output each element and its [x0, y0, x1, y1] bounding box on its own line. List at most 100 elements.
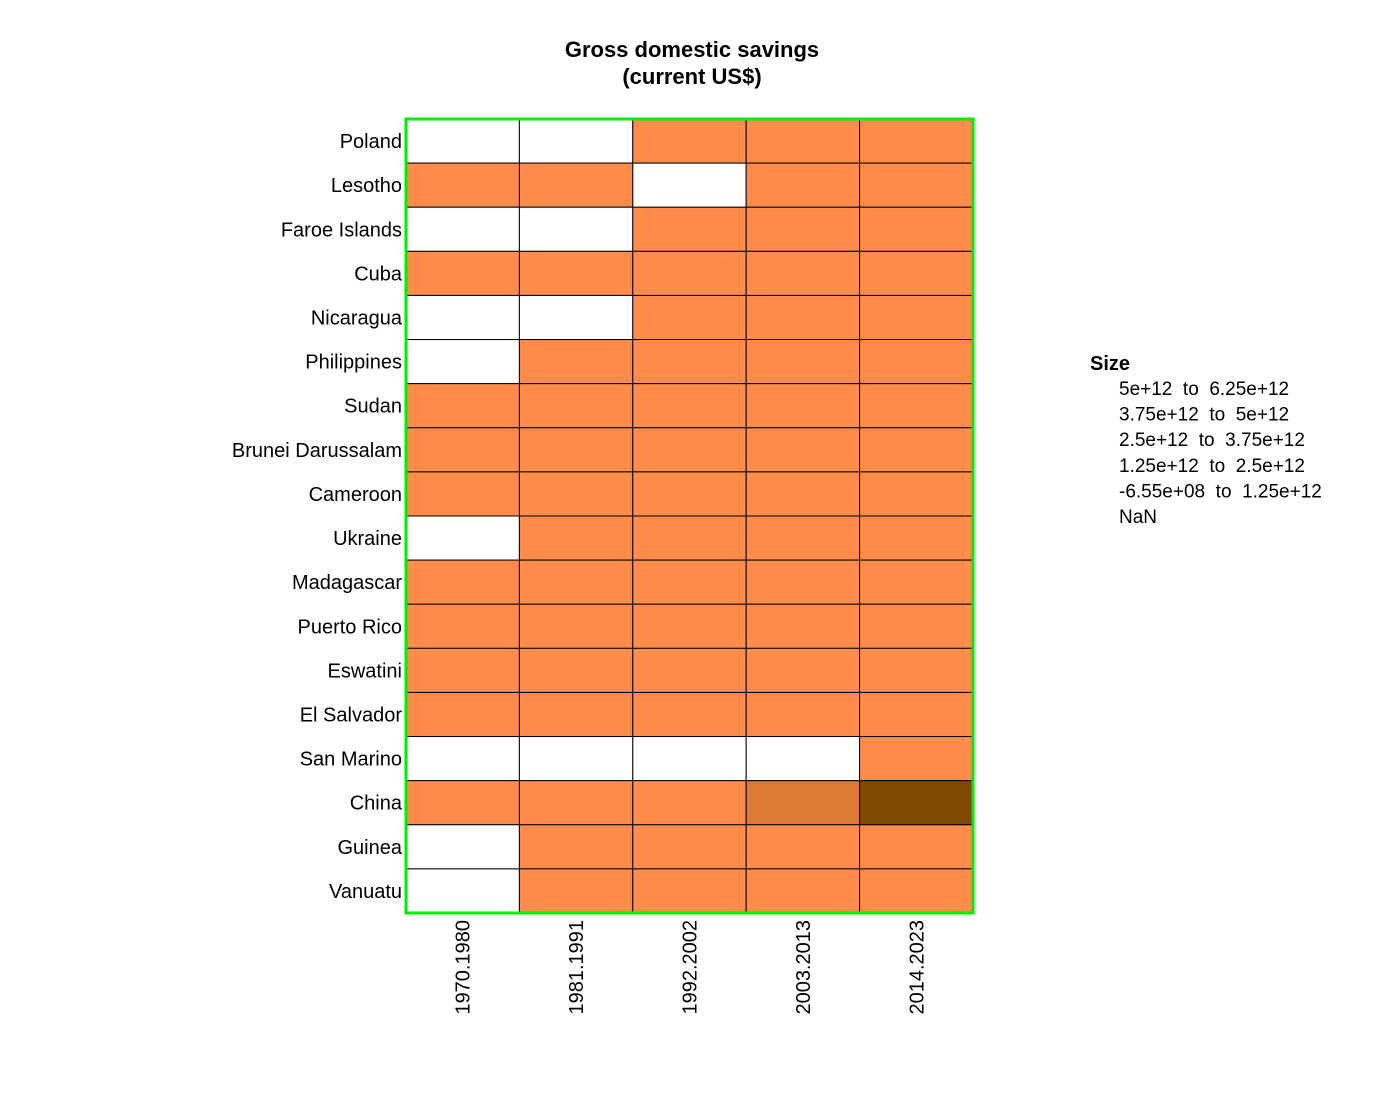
legend-title: Size [1090, 353, 1130, 375]
heatmap-cell [405, 780, 520, 826]
heatmap-cell [745, 691, 861, 738]
heatmap-cell [859, 736, 974, 782]
heatmap-cell [518, 647, 634, 693]
heatmap-cell [405, 824, 520, 870]
chart-title: Gross domestic savings(current US$) [565, 37, 819, 89]
heatmap-cell [405, 339, 520, 385]
heatmap-cell [745, 206, 861, 252]
heatmap-cell [405, 383, 520, 429]
heatmap-cell [405, 294, 520, 341]
heatmap-cell [859, 515, 974, 561]
row-label: Philippines [305, 352, 402, 374]
heatmap-cell [518, 118, 634, 164]
heatmap-cell [859, 162, 974, 208]
column-label: 1970.1980 [453, 920, 475, 1015]
heatmap-cell [518, 780, 634, 826]
heatmap-cell [859, 780, 974, 826]
heatmap-cell [745, 780, 861, 826]
heatmap-cell [518, 471, 634, 517]
heatmap-cell [632, 427, 747, 473]
row-label: Faroe Islands [281, 219, 402, 241]
heatmap-cell [518, 736, 634, 782]
column-labels: 1970.1980 1981.1991 1992.2002 2003.2013 2014… [453, 920, 929, 1015]
heatmap-cell [405, 647, 520, 693]
heatmap-cell [518, 339, 634, 385]
heatmap-cell [405, 559, 520, 605]
row-label: Poland [340, 131, 402, 153]
row-label: Ukraine [333, 528, 402, 550]
heatmap-cell [632, 206, 747, 252]
heatmap-cell [518, 603, 634, 649]
heatmap-cell [632, 383, 747, 429]
heatmap-cell [745, 427, 861, 473]
heatmap-cell [405, 250, 520, 296]
heatmap-cell [405, 603, 520, 649]
row-label: Sudan [344, 396, 402, 418]
heatmap-cell [745, 824, 861, 870]
heatmap-cell [745, 118, 861, 164]
row-label: Lesotho [331, 175, 402, 197]
heatmap-cell [745, 339, 861, 385]
heatmap-cell [405, 427, 520, 473]
heatmap-cell [518, 162, 634, 208]
heatmap-cell [632, 736, 747, 782]
column-label: 2014.2023 [906, 920, 928, 1015]
legend-entry-label: NaN [1119, 507, 1157, 528]
heatmap-cell [405, 515, 520, 561]
row-label: Cameroon [309, 484, 402, 506]
column-label: 2003.2013 [793, 920, 815, 1015]
heatmap-cell [518, 868, 634, 914]
title-line-2: (current US$) [622, 64, 761, 89]
legend-entry-label: 3.75e+12 to 5e+12 [1119, 405, 1289, 426]
heatmap-cell [859, 603, 974, 649]
heatmap-cell [405, 691, 520, 738]
heatmap-cell [859, 559, 974, 605]
heatmap-cell [859, 471, 974, 517]
row-label: Puerto Rico [298, 616, 403, 638]
heatmap-cell [632, 250, 747, 296]
row-labels: Poland Lesotho Faroe Islands Cuba Nicaragua P… [232, 131, 403, 903]
heatmap-cell [745, 471, 861, 517]
heatmap-cell [745, 647, 861, 693]
heatmap-cell [859, 868, 974, 914]
heatmap-cell [518, 206, 634, 252]
heatmap-cell [518, 691, 634, 738]
heatmap-cell [518, 515, 634, 561]
heatmap-cell [632, 691, 747, 738]
heatmap-cell [632, 339, 747, 385]
heatmap-cell [632, 471, 747, 517]
heatmap-cell [405, 736, 520, 782]
heatmap-cell [859, 250, 974, 296]
heatmap-cell [859, 691, 974, 738]
row-label: San Marino [300, 749, 402, 771]
heatmap-cell [859, 339, 974, 385]
heatmap-cell [859, 294, 974, 341]
heatmap-cell [632, 868, 747, 914]
heatmap-cell [745, 868, 861, 914]
heatmap-cell [405, 162, 520, 208]
heatmap-cell [405, 471, 520, 517]
legend: Size 5e+12 to 6.25e+12 3.75e+12 to 5e+12 2.… [1090, 353, 1322, 528]
heatmap-cell [632, 603, 747, 649]
heatmap-cell [518, 824, 634, 870]
row-label: Nicaragua [311, 308, 403, 330]
heatmap-cell [859, 824, 974, 870]
row-label: China [350, 793, 403, 815]
heatmap-cell [632, 780, 747, 826]
heatmap-cell [859, 206, 974, 252]
heatmap-cell [632, 294, 747, 341]
heatmap-cell [745, 559, 861, 605]
row-label: El Salvador [300, 705, 403, 727]
row-label: Madagascar [292, 572, 402, 594]
column-label: 1981.1991 [566, 920, 588, 1015]
heatmap-cells [405, 118, 974, 914]
heatmap-cell [518, 294, 634, 341]
row-label: Eswatini [328, 660, 402, 682]
legend-entry-label: -6.55e+08 to 1.25e+12 [1119, 481, 1322, 502]
legend-entry-label: 1.25e+12 to 2.5e+12 [1119, 456, 1305, 477]
heatmap-cell [632, 515, 747, 561]
heatmap-cell [632, 647, 747, 693]
legend-entry-label: 5e+12 to 6.25e+12 [1119, 379, 1289, 400]
plot-frame [404, 117, 975, 915]
